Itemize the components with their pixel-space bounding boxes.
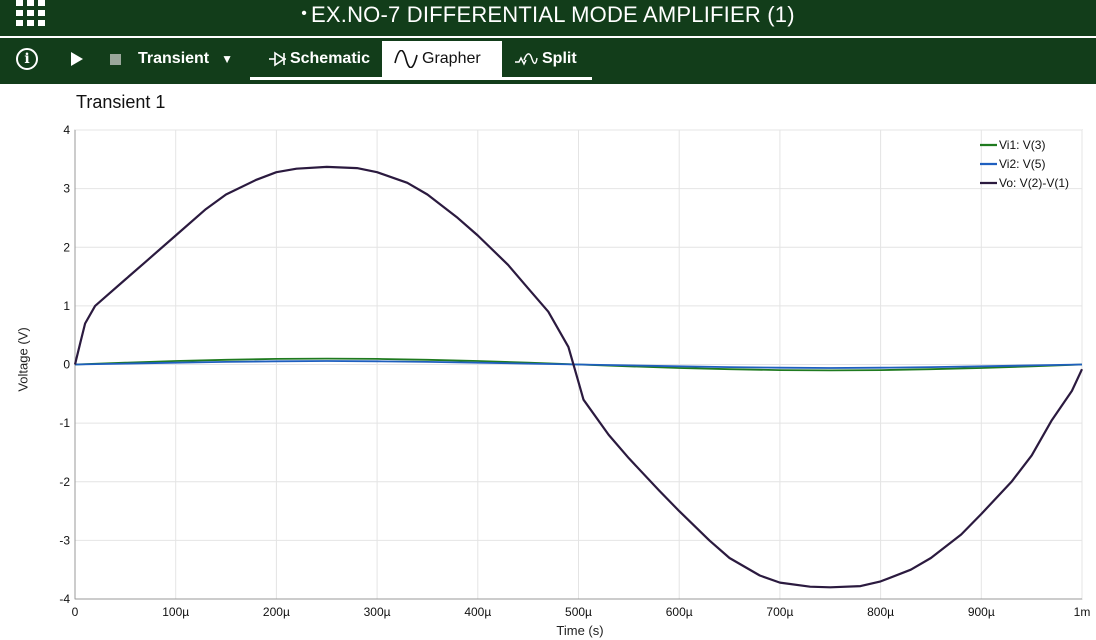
- split-icon: [515, 53, 538, 66]
- x-tick-label: 700µ: [766, 605, 793, 619]
- y-tick-label: 3: [63, 182, 70, 196]
- tab-schematic[interactable]: Schematic: [256, 41, 382, 77]
- x-tick-label: 100µ: [162, 605, 189, 619]
- legend-label: Vo: V(2)-V(1): [999, 176, 1069, 190]
- info-button[interactable]: i: [16, 38, 40, 80]
- y-tick-label: -3: [59, 533, 70, 547]
- tab-split-label: Split: [542, 50, 577, 67]
- plot-title: Transient 1: [76, 92, 166, 112]
- tab-grapher[interactable]: Grapher: [382, 41, 502, 77]
- tab-schematic-label: Schematic: [289, 50, 370, 67]
- play-button[interactable]: [70, 38, 86, 80]
- legend-label: Vi1: V(3): [999, 138, 1045, 152]
- x-tick-label: 200µ: [263, 605, 290, 619]
- x-axis-label: Time (s): [556, 623, 604, 638]
- document-title: • EX.NO-7 DIFFERENTIAL MODE AMPLIFIER (1): [0, 0, 1096, 32]
- analysis-mode-label: Transient: [138, 50, 210, 67]
- y-tick-label: -2: [59, 475, 70, 489]
- y-tick-label: -1: [59, 416, 70, 430]
- play-icon: [71, 52, 83, 66]
- stop-icon: [110, 53, 121, 65]
- tab-bar-underline: [250, 77, 592, 80]
- x-tick-label: 900µ: [968, 605, 995, 619]
- info-icon: i: [16, 48, 38, 70]
- x-tick-label: 0: [72, 605, 79, 619]
- sine-wave-icon: [394, 50, 418, 68]
- tab-split[interactable]: Split: [502, 41, 592, 77]
- y-tick-label: 1: [63, 299, 70, 313]
- title-bar: • EX.NO-7 DIFFERENTIAL MODE AMPLIFIER (1): [0, 0, 1096, 36]
- series-line-2: [74, 360, 1083, 369]
- x-tick-label: 400µ: [464, 605, 491, 619]
- x-tick-label: 800µ: [867, 605, 894, 619]
- y-tick-label: -4: [59, 592, 70, 606]
- chevron-down-icon: ▼: [221, 52, 234, 66]
- app-menu-grid-icon[interactable]: [16, 0, 46, 28]
- unsaved-dot: •: [301, 5, 308, 22]
- y-tick-label: 2: [63, 240, 70, 254]
- x-tick-label: 300µ: [364, 605, 391, 619]
- y-tick-label: 0: [63, 358, 70, 372]
- stop-button[interactable]: [110, 38, 124, 80]
- y-tick-label: 4: [63, 123, 70, 137]
- series-line-3: [73, 165, 1083, 589]
- diode-icon: [269, 51, 286, 67]
- x-tick-label: 500µ: [565, 605, 592, 619]
- x-tick-label: 600µ: [666, 605, 693, 619]
- legend-label: Vi2: V(5): [999, 157, 1045, 171]
- toolbar: i Transient ▼ Schematic Grapher Split: [0, 38, 1096, 84]
- info-icon-glyph: i: [24, 51, 30, 67]
- analysis-mode-select[interactable]: Transient ▼: [138, 38, 238, 80]
- document-title-text: EX.NO-7 DIFFERENTIAL MODE AMPLIFIER (1): [311, 2, 795, 27]
- x-tick-label: 1m: [1074, 605, 1091, 619]
- tab-grapher-label: Grapher: [422, 50, 481, 67]
